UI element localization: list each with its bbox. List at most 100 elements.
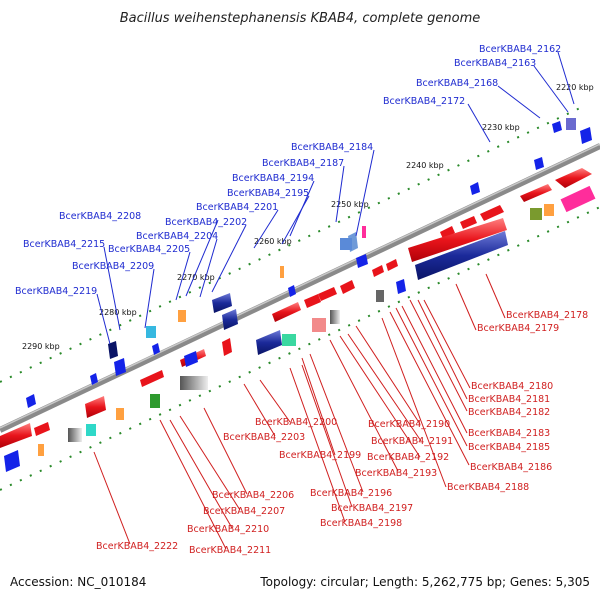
gene-label-2209[interactable]: BcerKBAB4_2209	[72, 261, 154, 272]
gene-label-2191[interactable]: BcerKBAB4_2191	[371, 436, 453, 447]
gene-reverse	[256, 330, 282, 355]
gene-label-2163[interactable]: BcerKBAB4_2163	[454, 58, 536, 69]
gene-label-2179[interactable]: BcerKBAB4_2179	[477, 323, 559, 334]
gene-other	[340, 238, 352, 250]
gene-other	[376, 290, 384, 302]
gene-label-2187[interactable]: BcerKBAB4_2187	[262, 158, 344, 169]
gene-label-2202[interactable]: BcerKBAB4_2202	[165, 217, 247, 228]
gene-forward	[460, 216, 477, 229]
gene-reverse	[108, 341, 118, 359]
top-gene-labels: BcerKBAB4_2162 BcerKBAB4_2163 BcerKBAB4_…	[15, 44, 561, 297]
gene-label-2190[interactable]: BcerKBAB4_2190	[368, 419, 450, 430]
gene-forward	[520, 184, 552, 202]
gene-forward	[386, 259, 398, 271]
gene-other	[544, 204, 554, 216]
gene-label-2210[interactable]: BcerKBAB4_2210	[187, 524, 269, 535]
gene-reverse	[114, 358, 126, 376]
gene-label-2215[interactable]: BcerKBAB4_2215	[23, 239, 105, 250]
gene-label-2211[interactable]: BcerKBAB4_2211	[189, 545, 271, 556]
gene-reverse	[222, 309, 238, 330]
tick-label-2260: 2260 kbp	[254, 237, 292, 246]
gene-other	[178, 310, 186, 322]
gene-reverse	[4, 450, 20, 472]
topology-text: Topology: circular; Length: 5,262,775 bp…	[259, 575, 590, 589]
gene-reverse	[212, 293, 232, 313]
gene-label-2203[interactable]: BcerKBAB4_2203	[223, 432, 305, 443]
tick-label-2250: 2250 kbp	[331, 200, 369, 209]
gene-forward	[85, 396, 106, 418]
gene-other	[180, 376, 208, 390]
page-title: Bacillus weihenstephanensis KBAB4, compl…	[120, 11, 481, 26]
gene-forward	[372, 265, 384, 277]
gene-label-2182[interactable]: BcerKBAB4_2182	[468, 407, 550, 418]
gene-label-2219[interactable]: BcerKBAB4_2219	[15, 286, 97, 297]
bottom-gene-labels: BcerKBAB4_2178 BcerKBAB4_2179 BcerKBAB4_…	[96, 310, 588, 556]
gene-reverse	[552, 121, 562, 133]
gene-label-2204[interactable]: BcerKBAB4_2204	[136, 231, 218, 242]
gene-forward	[440, 226, 455, 239]
gene-forward	[340, 280, 355, 294]
gene-reverse	[396, 279, 406, 294]
gene-forward	[555, 168, 592, 188]
genome-backbone-highlight	[0, 143, 600, 429]
gene-label-2178[interactable]: BcerKBAB4_2178	[506, 310, 588, 321]
gene-label-2208[interactable]: BcerKBAB4_2208	[59, 211, 141, 222]
gene-label-2200[interactable]: BcerKBAB4_2200	[255, 417, 337, 428]
gene-reverse	[415, 231, 508, 280]
bottom-leader-lines	[93, 273, 506, 550]
inner-tick-track	[0, 206, 600, 491]
gene-label-2194[interactable]: BcerKBAB4_2194	[232, 173, 314, 184]
gene-reverse	[184, 351, 198, 367]
tick-label-2280: 2280 kbp	[99, 308, 137, 317]
gene-label-2193[interactable]: BcerKBAB4_2193	[355, 468, 437, 479]
gene-label-2195[interactable]: BcerKBAB4_2195	[227, 188, 309, 199]
gene-other	[150, 394, 160, 408]
gene-other	[86, 424, 96, 436]
gene-label-2198[interactable]: BcerKBAB4_2198	[320, 518, 402, 529]
tick-label-2240: 2240 kbp	[406, 161, 444, 170]
gene-label-2197[interactable]: BcerKBAB4_2197	[331, 503, 413, 514]
top-leader-lines	[96, 51, 575, 345]
genome-backbone	[0, 143, 600, 433]
gene-forward	[408, 218, 507, 262]
gene-forward	[222, 338, 232, 356]
tick-label-2230: 2230 kbp	[482, 123, 520, 132]
gene-label-2192[interactable]: BcerKBAB4_2192	[367, 452, 449, 463]
gene-reverse	[356, 254, 368, 268]
gene-reverse	[534, 157, 544, 170]
gene-reverse	[90, 373, 98, 385]
gene-reverse	[580, 127, 592, 144]
gene-label-2185[interactable]: BcerKBAB4_2185	[468, 442, 550, 453]
gene-forward	[272, 302, 301, 322]
gene-other	[146, 326, 156, 338]
gene-forward	[140, 370, 164, 387]
gene-label-2207[interactable]: BcerKBAB4_2207	[203, 506, 285, 517]
gene-other	[68, 428, 82, 442]
gene-label-2205[interactable]: BcerKBAB4_2205	[108, 244, 190, 255]
gene-other	[312, 318, 326, 332]
outer-tick-track	[0, 107, 581, 383]
gene-other	[116, 408, 124, 420]
tick-label-2270: 2270 kbp	[177, 273, 215, 282]
gene-label-2188[interactable]: BcerKBAB4_2188	[447, 482, 529, 493]
gene-label-2183[interactable]: BcerKBAB4_2183	[468, 428, 550, 439]
gene-label-2206[interactable]: BcerKBAB4_2206	[212, 490, 294, 501]
gene-label-2162[interactable]: BcerKBAB4_2162	[479, 44, 561, 55]
gene-label-2168[interactable]: BcerKBAB4_2168	[416, 78, 498, 89]
gene-forward	[304, 294, 321, 308]
gene-label-2181[interactable]: BcerKBAB4_2181	[468, 394, 550, 405]
gene-label-2186[interactable]: BcerKBAB4_2186	[470, 462, 552, 473]
gene-label-2201[interactable]: BcerKBAB4_2201	[196, 202, 278, 213]
gene-other	[362, 226, 366, 238]
gene-forward	[0, 423, 32, 448]
other-genes	[38, 118, 596, 456]
gene-label-2222[interactable]: BcerKBAB4_2222	[96, 541, 178, 552]
gene-other	[38, 444, 44, 456]
gene-other	[566, 118, 576, 130]
gene-label-2199[interactable]: BcerKBAB4_2199	[279, 450, 361, 461]
gene-label-2196[interactable]: BcerKBAB4_2196	[310, 488, 392, 499]
gene-label-2172[interactable]: BcerKBAB4_2172	[383, 96, 465, 107]
gene-label-2180[interactable]: BcerKBAB4_2180	[471, 381, 553, 392]
gene-label-2184[interactable]: BcerKBAB4_2184	[291, 142, 373, 153]
